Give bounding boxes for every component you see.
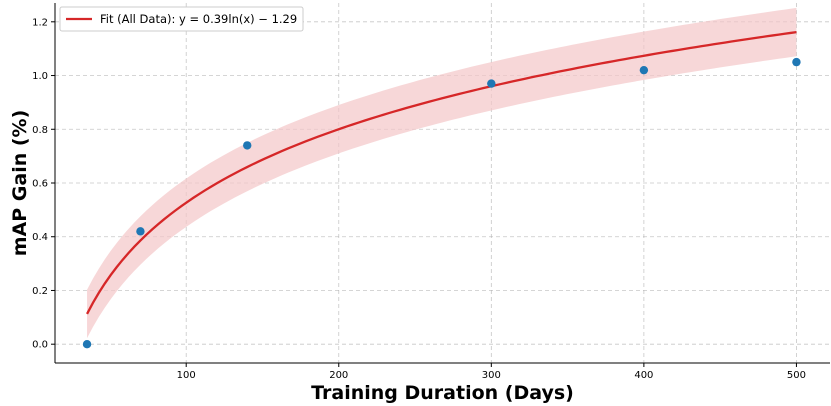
y-tick-label: 1.0 [32,71,48,82]
data-point [639,65,649,75]
y-tick-label: 0.6 [32,179,48,190]
x-tick-label: 500 [787,370,806,381]
x-tick-label: 100 [177,370,196,381]
x-axis-title: Training Duration (Days) [311,382,574,404]
data-point [82,339,92,349]
x-tick-label: 200 [329,370,348,381]
y-tick-label: 0.8 [32,125,48,136]
legend: Fit (All Data): y = 0.39ln(x) − 1.29 [59,6,304,32]
data-point [487,79,496,88]
y-tick-label: 0.2 [32,286,48,297]
y-tick-label: 1.2 [32,17,48,28]
legend-label: Fit (All Data): y = 0.39ln(x) − 1.29 [100,12,297,26]
x-tick-label: 300 [482,370,501,381]
fit-confidence-band [87,7,797,339]
data-point [792,57,801,67]
data-points [82,57,801,349]
y-tick-label: 0.4 [32,232,48,243]
data-point [243,141,252,150]
fit-line [86,30,797,315]
y-tick-label: 0.0 [32,340,48,351]
data-point [136,227,145,236]
y-axis-title: mAP Gain (%) [9,110,31,257]
legend-box [59,6,304,32]
x-ticks: 100 200 300 400 500 [177,363,806,381]
y-ticks: 0.0 0.2 0.4 0.6 0.8 1.0 1.2 [32,17,55,351]
x-tick-label: 400 [634,370,653,381]
